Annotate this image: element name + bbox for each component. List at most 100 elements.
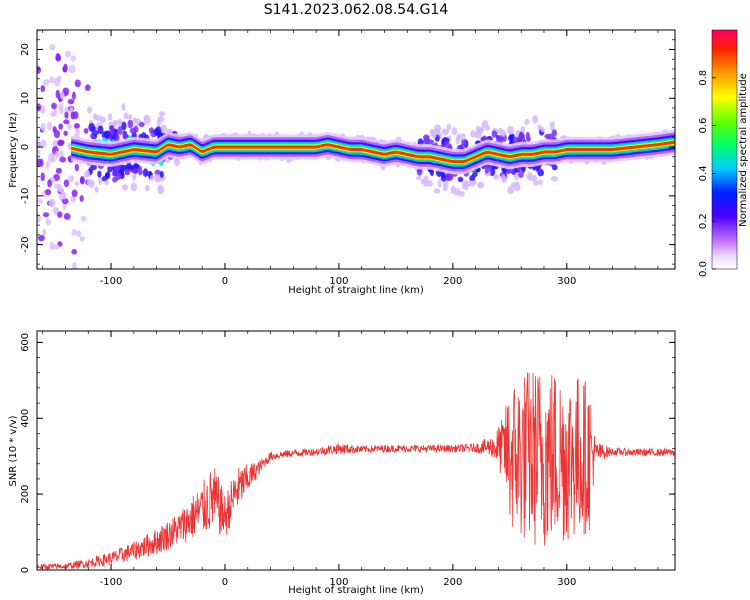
- spectrogram-cell: [510, 182, 518, 188]
- spectrogram-cell: [37, 103, 42, 112]
- spectrogram-cell: [148, 127, 155, 134]
- spectrogram-cell: [75, 128, 81, 137]
- colorbar-gradient: [712, 30, 737, 269]
- spectrogram-cell: [79, 235, 85, 242]
- spectrogram-ridge-band: [71, 140, 675, 164]
- spectrogram-heatmap: [37, 30, 675, 269]
- bottom-x-tick-label: 300: [557, 577, 576, 588]
- spectrogram-cell: [426, 180, 433, 187]
- top-x-tick-label: 0: [222, 276, 228, 287]
- spectrogram-cell: [37, 213, 41, 223]
- spectrogram-cell: [463, 182, 469, 191]
- spectrogram-cell: [57, 211, 63, 218]
- spectrogram-cell: [52, 206, 59, 213]
- spectrogram-cell: [477, 127, 484, 135]
- spectrogram-cell: [59, 156, 67, 163]
- bottom-x-tick-label: 0: [222, 577, 228, 588]
- spectrogram-cell: [420, 178, 426, 185]
- spectrogram-cell: [74, 79, 81, 88]
- spectrogram-cell: [416, 175, 422, 181]
- snr-line: [37, 372, 675, 570]
- colorbar-ticks: 0.0 0.2 0.4 0.6 0.8: [698, 70, 716, 277]
- spectrogram-cell: [443, 140, 450, 149]
- spectrogram-cell: [456, 133, 462, 140]
- spectrogram-cell: [71, 261, 77, 269]
- spectrogram-cell: [128, 164, 135, 171]
- spectrogram-cell: [540, 127, 545, 133]
- spectrogram-cell: [55, 89, 60, 99]
- spectrogram-cell: [142, 168, 149, 177]
- spectrogram-cell: [56, 75, 62, 82]
- spectrogram-cell: [40, 139, 47, 148]
- spectrogram-cell: [40, 122, 46, 131]
- spectrogram-cell: [59, 150, 64, 159]
- spectrogram-cell: [507, 125, 515, 135]
- spectrogram-cell: [472, 171, 478, 177]
- spectrogram-cell: [98, 176, 103, 186]
- colorbar-tick-label: 0.0: [698, 261, 709, 277]
- spectrogram-cell: [63, 130, 68, 136]
- spectrogram-cell: [37, 198, 44, 204]
- spectrogram-cell: [90, 164, 97, 171]
- spectrogram-cell: [117, 118, 123, 127]
- spectrogram-cell: [99, 116, 106, 124]
- spectrogram-cell: [58, 123, 64, 130]
- spectrogram-cell: [70, 111, 76, 120]
- snr-panel: -100 0 100 200 300 0 200 400 600 Height of strai…: [8, 330, 676, 596]
- top-y-tick-label: 10: [20, 92, 31, 105]
- spectrogram-cell: [442, 180, 449, 188]
- spectrogram-cell: [37, 135, 40, 142]
- spectrogram-cell: [549, 121, 556, 128]
- spectrogram-cell: [157, 184, 163, 191]
- spectrogram-cell: [74, 181, 80, 187]
- spectrogram-cell: [53, 183, 61, 190]
- spectrogram-cell: [117, 125, 123, 135]
- bottom-x-tick-label: 200: [443, 577, 462, 588]
- spectrogram-cell: [121, 102, 126, 111]
- spectrogram-cell: [50, 157, 56, 163]
- spectrogram-cell: [97, 170, 102, 178]
- spectrogram-cell: [532, 115, 539, 124]
- spectrogram-cell: [451, 127, 458, 136]
- colorbar: 0.0 0.2 0.4 0.6 0.8 Normalized spectral ampl…: [698, 29, 749, 277]
- spectrogram-cell: [437, 179, 442, 188]
- spectrogram-cell: [50, 111, 57, 117]
- top-y-tick-label: -20: [20, 236, 31, 252]
- spectrogram-cell: [121, 121, 127, 131]
- spectrogram-cell: [47, 179, 53, 188]
- spectrogram-cell: [63, 119, 70, 125]
- colorbar-tick-label: 0.4: [698, 165, 709, 181]
- spectrogram-cell: [62, 202, 67, 210]
- spectrogram-cell: [70, 55, 76, 62]
- spectrogram-cell: [55, 167, 62, 174]
- spectrogram-cell: [122, 133, 129, 140]
- spectrogram-cell: [521, 166, 526, 173]
- spectrogram-cell: [158, 111, 166, 117]
- spectrogram-cell: [107, 113, 113, 121]
- spectrogram-cell: [38, 234, 45, 242]
- spectrogram-cell: [68, 175, 75, 183]
- top-plot-frame: [36, 29, 676, 270]
- spectrogram-cell: [114, 135, 120, 141]
- spectrogram-cell: [470, 180, 477, 186]
- bottom-axes: -100 0 100 200 300 0 200 400 600: [20, 331, 675, 588]
- spectrogram-cell: [500, 129, 506, 137]
- top-y-tick-label: 20: [20, 43, 31, 56]
- spectrogram-cell: [484, 165, 490, 174]
- spectrogram-cell: [481, 119, 489, 129]
- bottom-x-tick-label: -100: [100, 577, 123, 588]
- colorbar-frame: [711, 29, 738, 270]
- spectrogram-cell: [73, 123, 80, 129]
- spectrogram-cell: [79, 176, 85, 184]
- spectrogram-cell: [66, 123, 73, 130]
- spectrogram-cell: [49, 43, 56, 51]
- spectrogram-cell: [52, 139, 59, 148]
- spectrogram-cell: [433, 188, 441, 194]
- spectrogram-cell: [547, 133, 554, 142]
- spectrogram-cell: [63, 212, 71, 220]
- spectrogram-cell: [489, 167, 496, 177]
- spectrogram-cell: [145, 184, 150, 192]
- spectrogram-cell: [37, 30, 42, 33]
- bottom-x-tick-label: 100: [329, 577, 348, 588]
